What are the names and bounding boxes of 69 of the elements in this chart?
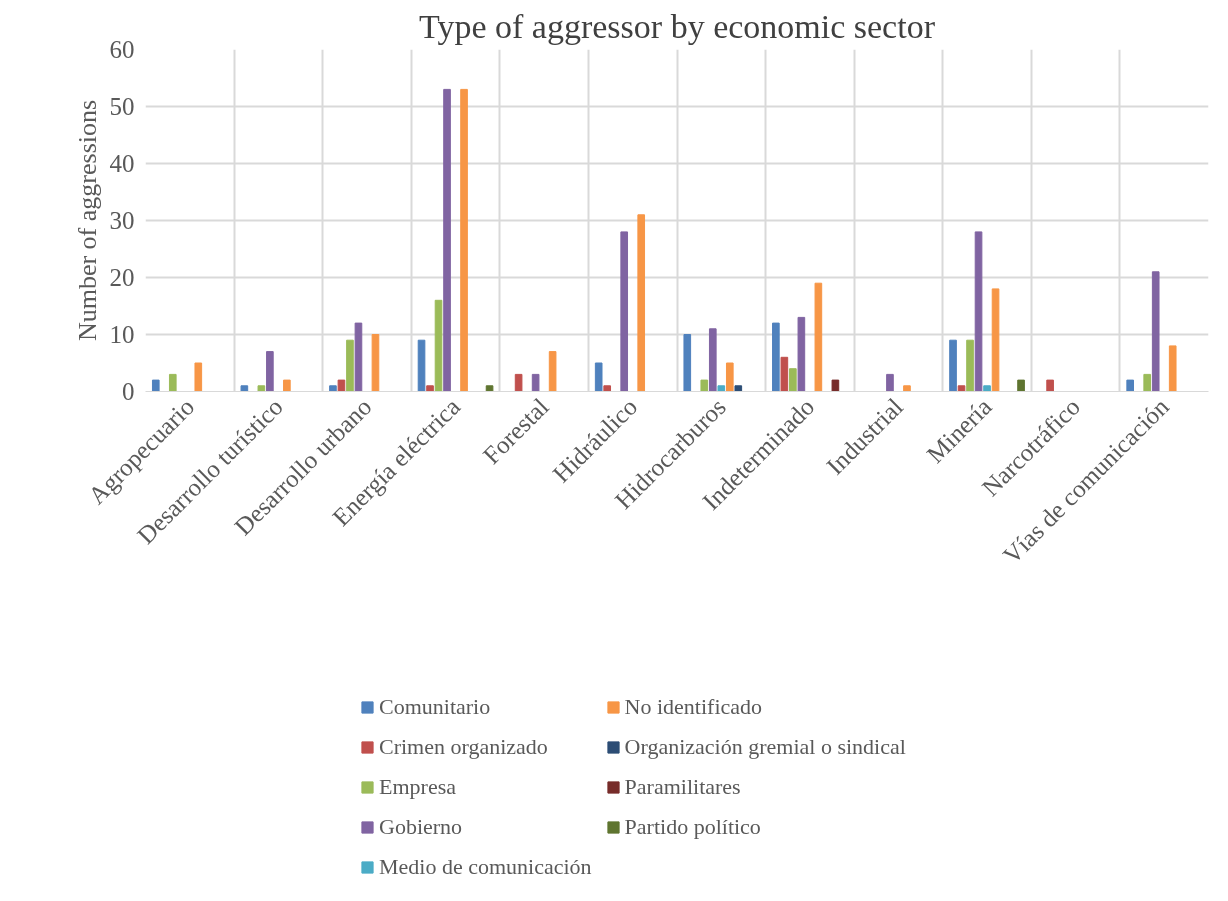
- bar: [700, 379, 709, 392]
- legend-label: Gobierno: [379, 814, 463, 840]
- bar: [434, 299, 443, 392]
- bar: [831, 379, 840, 392]
- bar: [903, 385, 911, 392]
- bar: [1017, 379, 1025, 392]
- bar: [717, 385, 726, 392]
- legend-label: Medio de comunicación: [379, 854, 592, 880]
- legend-label: Partido político: [624, 814, 761, 840]
- bar: [329, 385, 337, 392]
- bar: [966, 339, 974, 392]
- y-tick-label: 40: [109, 150, 135, 177]
- bar: [957, 385, 966, 392]
- bar: [240, 385, 249, 392]
- bar: [354, 322, 363, 392]
- y-tick-label: 20: [109, 264, 135, 291]
- bar: [460, 88, 468, 392]
- bar: [949, 339, 957, 392]
- y-axis-title: Number of aggressions: [72, 99, 102, 342]
- bar: [283, 379, 291, 392]
- bar: [1126, 379, 1135, 392]
- bar: [991, 288, 1000, 392]
- bar: [814, 282, 823, 392]
- bar: [983, 385, 991, 392]
- legend-label: No identificado: [624, 694, 763, 720]
- bar: [194, 362, 203, 392]
- bar: [266, 351, 274, 392]
- bar: [594, 362, 603, 392]
- bar: [514, 373, 523, 392]
- y-tick-label: 10: [109, 321, 135, 348]
- bar: [371, 334, 380, 392]
- bar: [443, 88, 451, 392]
- bar: [485, 385, 494, 392]
- y-tick-label: 30: [109, 207, 135, 234]
- bar: [603, 385, 612, 392]
- bar: [337, 379, 346, 392]
- bar: [426, 385, 434, 392]
- bar: [620, 231, 629, 392]
- legend-label: Paramilitares: [624, 774, 741, 800]
- bar: [151, 379, 160, 392]
- bar: [1046, 379, 1054, 392]
- bar: [708, 328, 717, 392]
- bar: [346, 339, 354, 392]
- bar: [637, 214, 646, 392]
- bar: [1168, 345, 1177, 392]
- bar: [772, 322, 780, 392]
- bar: [797, 316, 806, 392]
- bar: [1151, 271, 1160, 392]
- bar: [257, 385, 266, 392]
- bar: [531, 373, 540, 392]
- bar: [734, 385, 743, 392]
- bar: [168, 373, 177, 392]
- legend-label: Empresa: [379, 774, 456, 800]
- bar: [789, 368, 797, 392]
- y-tick-label: 0: [122, 378, 135, 405]
- bar: [725, 362, 734, 392]
- bar: [548, 351, 557, 392]
- bar: [683, 334, 692, 392]
- bar: [974, 231, 983, 392]
- legend-label: Comunitario: [379, 694, 491, 720]
- bar: [1143, 373, 1152, 392]
- y-tick-label: 60: [109, 36, 135, 63]
- y-tick-label: 50: [109, 93, 135, 120]
- bar: [886, 373, 894, 392]
- bar: [417, 339, 426, 392]
- bar: [780, 356, 789, 392]
- legend-label: Crimen organizado: [379, 734, 548, 760]
- chart-title: Type of aggressor by economic sector: [419, 7, 936, 45]
- legend-label: Organización gremial o sindical: [624, 734, 906, 760]
